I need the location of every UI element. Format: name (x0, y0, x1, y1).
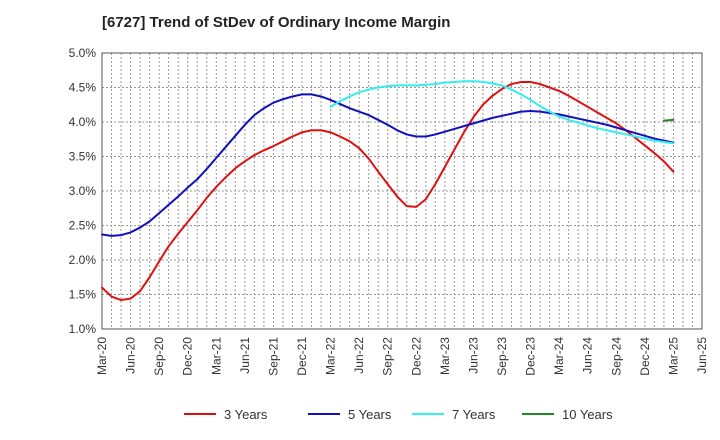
x-tick-label: Jun-23 (466, 337, 480, 374)
x-tick-label: Mar-24 (552, 337, 566, 375)
series-line-3-years (101, 80, 675, 302)
series-line-5-years (101, 93, 675, 237)
chart-title: [6727] Trend of StDev of Ordinary Income… (102, 14, 451, 31)
legend-label: 7 Years (452, 407, 496, 422)
legend-label: 5 Years (348, 407, 392, 422)
x-tick-label: Dec-24 (638, 337, 652, 376)
x-tick-label: Jun-25 (695, 337, 709, 374)
y-tick-label: 1.5% (69, 288, 97, 302)
x-tick-label: Dec-23 (524, 337, 538, 376)
x-tick-label: Dec-22 (409, 337, 423, 376)
x-tick-label: Dec-20 (181, 337, 195, 376)
series-line-10-years (662, 118, 675, 122)
x-tick-label: Sep-21 (266, 337, 280, 376)
y-tick-label: 2.0% (69, 253, 97, 267)
y-tick-label: 4.0% (69, 115, 97, 129)
x-tick-label: Sep-22 (381, 337, 395, 376)
y-tick-label: 1.0% (69, 322, 97, 336)
y-tick-label: 4.5% (69, 81, 97, 95)
x-tick-label: Sep-20 (152, 337, 166, 376)
x-tick-label: Mar-22 (324, 337, 338, 375)
x-tick-label: Jun-20 (124, 337, 138, 374)
x-tick-label: Sep-24 (609, 337, 623, 376)
y-tick-label: 3.5% (69, 150, 97, 164)
x-tick-label: Sep-23 (495, 337, 509, 376)
y-tick-label: 3.0% (69, 184, 97, 198)
y-tick-label: 5.0% (69, 46, 97, 60)
x-tick-label: Mar-20 (95, 337, 109, 375)
x-tick-label: Mar-21 (209, 337, 223, 375)
x-tick-label: Mar-23 (438, 337, 452, 375)
legend-label: 10 Years (562, 407, 613, 422)
legend-label: 3 Years (224, 407, 268, 422)
x-tick-label: Jun-21 (238, 337, 252, 374)
x-tick-label: Jun-24 (581, 337, 595, 374)
x-tick-label: Jun-22 (352, 337, 366, 374)
series-line-7-years (329, 80, 675, 145)
plot-border (101, 52, 703, 330)
y-tick-label: 2.5% (69, 219, 97, 233)
x-tick-label: Dec-21 (295, 337, 309, 376)
x-tick-label: Mar-25 (666, 337, 680, 375)
